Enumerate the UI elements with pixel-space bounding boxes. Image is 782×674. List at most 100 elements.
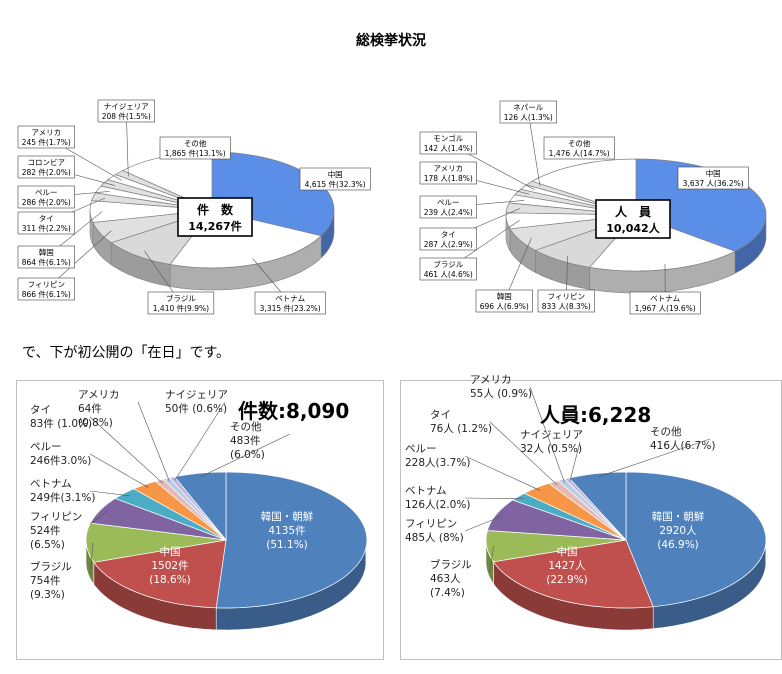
slice-value: 866 件(6.1%) [22, 289, 71, 299]
slice-value: 2920人 [659, 525, 697, 537]
total-badge: 人 員 10,042人 [595, 199, 671, 239]
slice-name: その他 [184, 138, 207, 148]
slice-label-ベトナム: ベトナム 126人(2.0%) [405, 485, 524, 511]
slice-name: 中国 [160, 545, 181, 558]
slice-name: ブラジル [30, 560, 72, 573]
slice-value: 483件 [230, 435, 261, 447]
label-box [254, 291, 326, 315]
leader-line [529, 386, 565, 483]
slice-percent: (9.3%) [30, 589, 65, 601]
slice-value: 3,315 件(23.2%) [260, 303, 321, 313]
slice-label-韓国・朝鮮: 韓国・朝鮮 4135件 (51.1%) [261, 510, 314, 551]
label-box [17, 185, 75, 209]
slice-value: 864 件(6.1%) [22, 257, 71, 267]
pie-slice-韓国・朝鮮 [215, 471, 368, 609]
slice-name: アメリカ [433, 164, 463, 173]
slice-percent: (6.5%) [30, 539, 65, 551]
slice-name: ベトナム [405, 485, 447, 497]
label-box [17, 277, 75, 301]
slice-name: ネパール [513, 103, 543, 112]
slice-value: 1,865 件(13.1%) [165, 148, 226, 158]
slice-percent: (0.8%) [78, 417, 113, 429]
pie-sides-3 [485, 540, 767, 631]
slice-value: 1427人 [548, 560, 586, 572]
pie-slice-中国 [492, 539, 654, 609]
leader-line [137, 401, 170, 482]
slice-name: ナイジェリア [104, 102, 149, 111]
leader-line [89, 416, 163, 484]
slice-label-ベトナム: ベトナム 249件(3.1%) [30, 478, 130, 504]
slice-name: その他 [230, 420, 262, 433]
leader-line [89, 490, 130, 497]
label-box [419, 131, 477, 155]
slice-percent: (46.9%) [657, 539, 699, 551]
slice-name: モンゴル [433, 133, 463, 143]
slice-label-その他: その他 416人(6.7%) [598, 425, 715, 478]
slice-value: 4135件 [268, 525, 305, 537]
slice-name: その他 [650, 425, 682, 438]
slice-name: フィリピン [405, 518, 457, 530]
slice-name: その他 [568, 138, 591, 148]
slice-label-中国: 中国4,615 件(32.3%) [299, 167, 371, 191]
slice-value: 126人(2.0%) [405, 499, 470, 511]
slice-label-ナイジェリア: ナイジェリア 32人 (0.5%) [520, 429, 583, 482]
slice-name: フィリピン [28, 280, 65, 289]
slice-percent: (22.9%) [546, 574, 588, 586]
slice-value: 228人(3.7%) [405, 457, 470, 469]
slice-name: コロンビア [28, 158, 66, 167]
slice-label-タイ: タイ 76人 (1.2%) [430, 409, 558, 486]
slice-name: ブラジル [166, 293, 196, 303]
slice-percent: (18.6%) [149, 574, 191, 586]
label-box [17, 245, 75, 269]
slice-name: 中国 [557, 545, 578, 558]
slice-label-中国: 中国 1427人 (22.9%) [546, 545, 588, 586]
leader-line [598, 438, 711, 478]
slice-label-フィリピン: フィリピン 485人 (8%) [405, 515, 503, 544]
slice-value: 126 人(1.3%) [504, 113, 553, 122]
slice-value: 754件 [30, 575, 61, 587]
slice-name: ブラジル [430, 558, 472, 571]
slice-label-アメリカ: アメリカ 64件 (0.8%) [78, 389, 170, 482]
slice-name: ペルー [30, 441, 62, 453]
slice-value: 463人 [430, 573, 461, 585]
slice-name: 韓国・朝鮮 [261, 510, 314, 523]
leader-line [569, 441, 581, 482]
chart-frame-left [16, 380, 384, 660]
leader-line [89, 453, 149, 488]
slice-name: ペルー [405, 443, 437, 455]
slice-value: 4,615 件(32.3%) [305, 179, 366, 189]
slice-value: 524件 [30, 525, 61, 537]
label-box [475, 289, 533, 313]
slice-percent: (7.4%) [430, 587, 465, 599]
slice-name: タイ [30, 404, 51, 416]
label-box [299, 167, 371, 191]
slice-name: 韓国・朝鮮 [652, 510, 705, 523]
slice-name: タイ [39, 214, 54, 223]
slice-label-ペルー: ペルー 246件3.0%) [30, 441, 149, 488]
slice-name: ペルー [437, 198, 460, 207]
slice-value: 55人 (0.9%) [470, 388, 532, 400]
slice-value: 3,637 人(36.2%) [683, 179, 744, 188]
label-box [419, 227, 477, 251]
caption-text: で、下が初公開の「在日」です。 [22, 345, 231, 361]
slice-value: 696 人(6.9%) [480, 302, 529, 311]
label-box [629, 291, 701, 315]
slice-value: 1,967 人(19.6%) [635, 304, 696, 313]
slice-percent: (6.0%) [230, 449, 265, 461]
pie-chart-2 [85, 471, 368, 631]
slice-value: 83件 (1.0%) [30, 418, 92, 430]
label-box [147, 291, 215, 315]
slice-value: 142 人(1.4%) [424, 144, 473, 153]
slice-name: ペルー [35, 188, 58, 197]
total-badge: 件 数 14,267件 [177, 197, 253, 237]
label-box [17, 211, 75, 235]
slice-value: 1,410 件(9.9%) [153, 303, 209, 313]
